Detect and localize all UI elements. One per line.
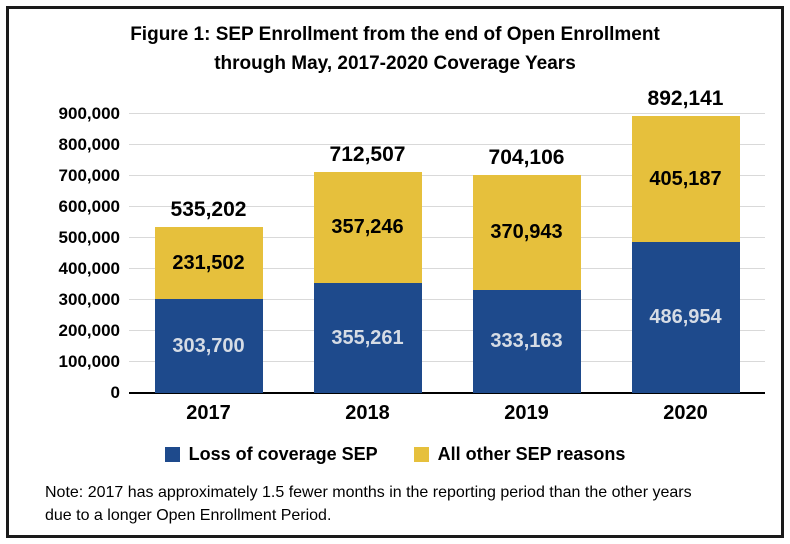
bar-stack: 405,187 486,954: [631, 116, 740, 393]
bar-column-2019: 370,943 333,163 704,106: [447, 114, 606, 393]
bar-total-label: 712,507: [329, 143, 406, 166]
bar-column-2017: 231,502 303,700 535,202: [129, 114, 288, 393]
bar-segment: 355,261: [313, 283, 422, 393]
bar-segment: 231,502: [154, 227, 263, 299]
gridline: [129, 299, 765, 300]
gridline: [129, 175, 765, 176]
y-tick-label: 400,000: [58, 259, 120, 279]
legend-label: All other SEP reasons: [437, 444, 626, 464]
y-tick-label: 800,000: [58, 135, 120, 155]
bar-segment: 357,246: [313, 172, 422, 283]
x-tick-label: 2020: [663, 402, 708, 424]
x-axis-line: [129, 392, 765, 394]
y-tick-label: 0: [110, 383, 120, 402]
gridline: [129, 268, 765, 269]
x-tick-label: 2019: [504, 402, 549, 424]
y-tick-label: 200,000: [58, 321, 120, 341]
bar-stack: 231,502 303,700: [154, 227, 263, 393]
y-tick-label: 500,000: [58, 228, 120, 247]
y-axis: 0 100,000 200,000 300,000 400,000 500,000 600,…: [10, 104, 120, 402]
gridline: [129, 113, 765, 114]
y-tick-label: 600,000: [58, 197, 120, 217]
x-tick-label: 2017: [186, 402, 231, 424]
bar-total-label: 535,202: [170, 198, 247, 221]
legend-label: Loss of coverage SEP: [188, 444, 378, 464]
chart-title: Figure 1: SEP Enrollment from the end of…: [130, 24, 660, 74]
legend-item-all-other-reasons: All other SEP reasons: [413, 444, 626, 465]
bar-total-label: 892,141: [647, 87, 724, 110]
bar-segment: 486,954: [631, 242, 740, 393]
gridline: [129, 237, 765, 238]
y-tick-label: 300,000: [58, 290, 120, 310]
legend-swatch-blue: [164, 447, 180, 462]
bar-column-2018: 357,246 355,261 712,507: [288, 114, 447, 393]
bar-total-label: 704,106: [488, 146, 565, 169]
gridline: [129, 144, 765, 145]
chart-note: Note: 2017 has approximately 1.5 fewer m…: [45, 484, 692, 525]
x-tick-label: 2018: [345, 402, 390, 424]
gridline: [129, 330, 765, 331]
legend: Loss of coverage SEP All other SEP reaso…: [0, 444, 790, 465]
x-axis: 2017 2018 2019 2020: [129, 402, 765, 425]
plot-area: 231,502 303,700 535,202 357,246 355,261 712,5…: [129, 87, 765, 394]
bar-column-2020: 405,187 486,954 892,141: [606, 87, 765, 393]
bar-segment: 405,187: [631, 116, 740, 242]
bar-segment: 370,943: [472, 175, 581, 290]
y-tick-label: 100,000: [58, 352, 120, 372]
legend-swatch-gold: [413, 447, 429, 462]
bar-segment: 333,163: [472, 290, 581, 393]
bar-stack: 357,246 355,261: [313, 172, 422, 393]
legend-item-loss-of-coverage: Loss of coverage SEP: [164, 444, 378, 465]
gridline: [129, 206, 765, 207]
y-tick-label: 900,000: [58, 104, 120, 123]
gridline: [129, 361, 765, 362]
bar-stack: 370,943 333,163: [472, 175, 581, 393]
bar-segment: 303,700: [154, 299, 263, 393]
y-tick-label: 700,000: [58, 166, 120, 185]
